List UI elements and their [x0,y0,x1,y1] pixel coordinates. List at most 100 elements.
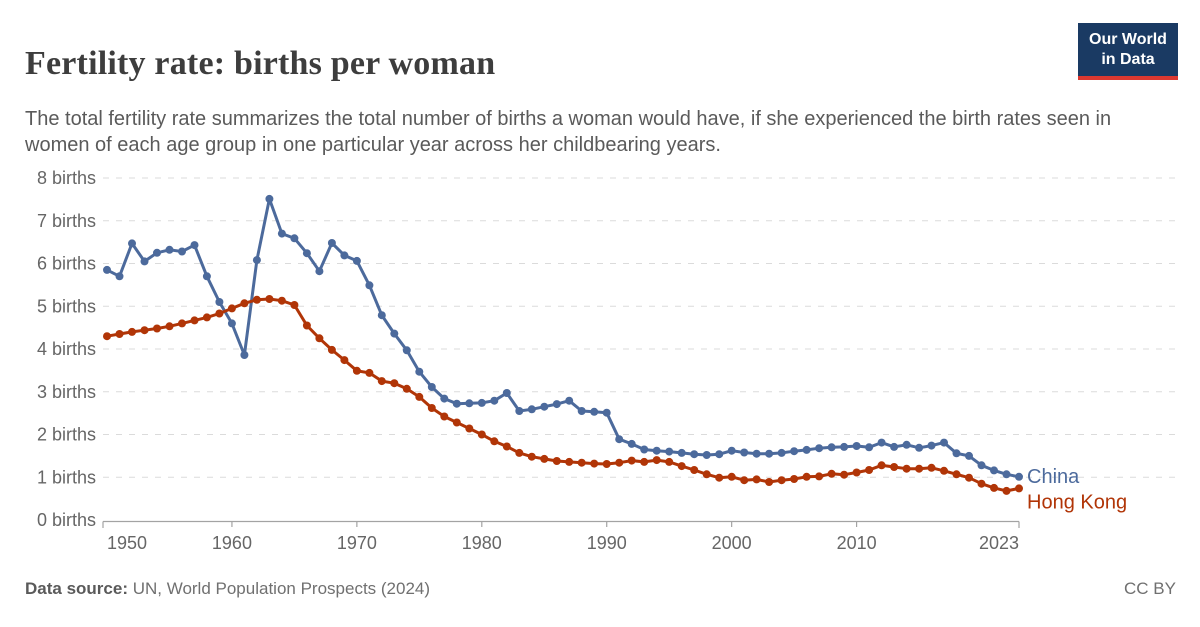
hong-kong-data-point [227,304,236,313]
data-source-text: UN, World Population Prospects (2024) [127,579,431,598]
hong-kong-data-point [527,452,536,461]
hong-kong-data-point [652,456,661,465]
hong-kong-data-point [465,424,474,433]
hong-kong-data-point [915,464,924,473]
y-axis-label: 0 births [37,510,96,530]
hong-kong-data-point [390,379,399,388]
china-data-point [740,448,749,457]
china-data-point [602,408,611,417]
china-data-point [977,461,986,470]
china-data-point [490,396,499,405]
china-data-point [477,398,486,407]
y-axis-label: 5 births [37,296,96,316]
hong-kong-data-point [552,457,561,465]
hong-kong-data-point [415,392,424,401]
china-data-point [840,442,849,451]
hong-kong-data-point [827,469,836,478]
china-data-point [652,446,661,455]
hong-kong-data-point [190,316,199,325]
china-data-point [890,442,899,451]
hong-kong-data-point [302,321,311,330]
china-data-point [627,439,636,448]
hong-kong-data-point [165,322,174,331]
china-data-point [365,281,374,290]
china-data-point [515,407,524,415]
hong-kong-data-point [777,476,786,485]
hong-kong-data-point [640,457,649,466]
hong-kong-data-point [602,460,611,468]
china-data-point [377,311,386,320]
hong-kong-data-point [790,475,799,483]
owid-logo-line1: Our World [1089,30,1167,48]
hong-kong-data-point [902,464,911,473]
hong-kong-data-point [890,463,899,471]
china-data-point [165,245,174,254]
china-data-point [1002,470,1011,479]
hong-kong-data-point [1015,484,1023,493]
china-data-point [615,435,624,444]
china-data-point [665,447,674,456]
hong-kong-data-point [115,330,124,338]
china-data-point [852,442,861,450]
hong-kong-data-point [727,472,736,481]
hong-kong-data-point [752,475,761,484]
y-axis-label: 8 births [37,168,96,188]
hong-kong-data-point [327,345,336,354]
license-badge: CC BY [1124,579,1176,598]
hong-kong-data-point [140,326,149,335]
series-label-hong-kong: Hong Kong [1027,491,1127,513]
china-data-point [915,443,924,452]
china-data-point [178,247,186,256]
data-source-label: Data source: [25,579,128,598]
hong-kong-data-point [202,313,211,322]
hong-kong-data-point [515,448,524,457]
hong-kong-data-point [290,301,299,309]
hong-kong-data-point [590,459,599,468]
y-axis-label: 7 births [37,211,96,231]
china-data-point [115,272,124,281]
china-data-point [877,438,886,447]
y-axis-label: 6 births [37,254,96,274]
x-axis-label: 1980 [462,533,502,553]
china-data-point [927,441,936,450]
page-title: Fertility rate: births per woman [25,44,496,82]
hong-kong-data-point [802,472,811,481]
china-data-point [140,257,149,266]
china-data-point [765,449,774,458]
hong-kong-data-point [615,458,624,467]
china-data-point [752,449,761,458]
hong-kong-data-point [490,437,499,446]
china-data-point [702,451,711,459]
china-data-point [452,399,461,408]
hong-kong-data-point [577,458,586,467]
hong-kong-data-point [540,454,549,463]
hong-kong-data-point [277,296,286,305]
china-data-point [690,450,699,459]
china-data-point [103,265,111,274]
hong-kong-data-point [565,457,574,466]
china-line [105,197,1021,479]
china-data-point [952,449,961,458]
china-data-point [415,367,424,376]
hong-kong-data-point [128,327,136,336]
series-label-china: China [1027,466,1080,488]
x-axis-label: 2000 [712,533,752,553]
hong-kong-data-point [952,470,961,479]
china-data-point [865,443,874,452]
china-data-point [790,447,799,456]
china-data-point [965,451,973,460]
y-axis-label: 4 births [37,339,96,359]
china-data-point [827,443,836,452]
china-data-point [190,241,199,250]
china-data-point [202,272,211,281]
china-data-point [777,448,786,457]
china-data-point [940,438,948,447]
hong-kong-data-point [877,461,886,470]
hong-kong-data-point [352,366,361,375]
china-data-point [227,319,236,328]
china-data-point [565,396,574,405]
hong-kong-data-point [740,476,749,485]
china-data-point [265,194,274,203]
hong-kong-data-point [765,478,774,486]
hong-kong-data-point [215,309,224,318]
